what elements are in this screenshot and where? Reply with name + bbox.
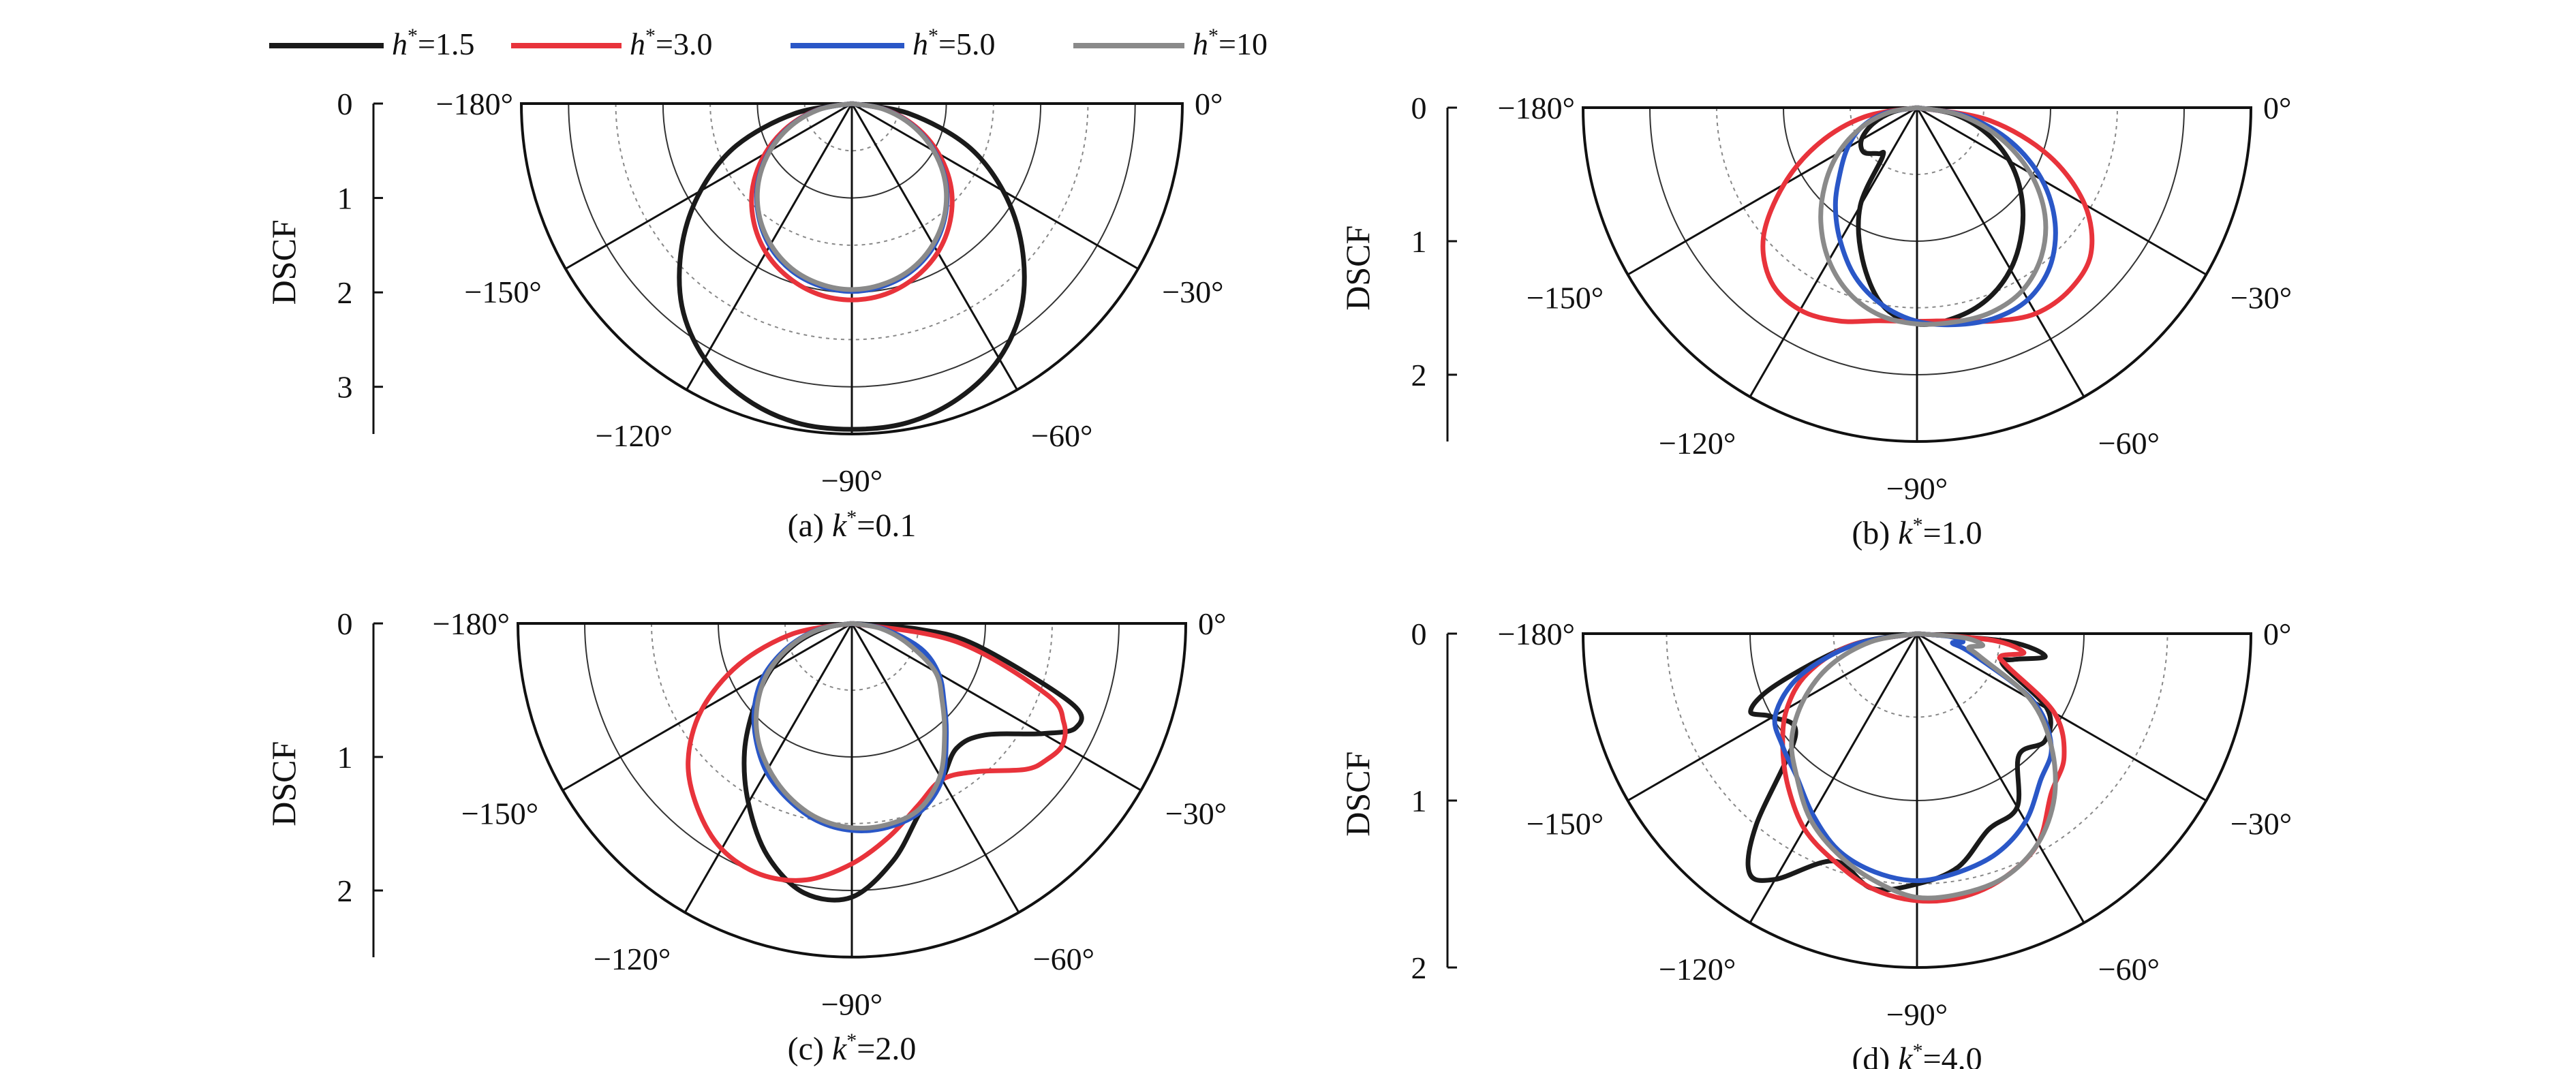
angle-tick-label: −150° <box>1527 281 1604 315</box>
y-tick-label: 1 <box>337 181 353 216</box>
angle-tick-label: −30° <box>1162 275 1223 309</box>
series-line <box>754 621 947 831</box>
legend-item: h*=10 <box>1073 25 1268 61</box>
series-line <box>741 621 1084 903</box>
y-tick-label: 0 <box>1411 617 1427 651</box>
radial-gridline <box>1916 107 2085 398</box>
polar-frame <box>1581 632 2253 969</box>
angle-tick-label: −180° <box>433 606 510 641</box>
angle-tick-label: 0° <box>2263 91 2291 125</box>
grid-ring <box>709 103 994 246</box>
radial-gridline <box>850 623 1020 914</box>
angle-tick-label: −60° <box>1031 418 1092 453</box>
legend-item: h*=3.0 <box>511 25 712 61</box>
y-tick-label: 2 <box>1411 950 1427 985</box>
y-axis-label: DSCF <box>1338 752 1377 837</box>
y-axis-label: DSCF <box>264 741 303 826</box>
radial-gridline <box>1916 106 2207 276</box>
series-line <box>749 101 955 303</box>
panel-caption: (c) k*=2.0 <box>788 1029 917 1067</box>
radial-gridline <box>1749 107 1918 398</box>
y-tick-label: 1 <box>337 740 353 775</box>
polar-frame <box>519 102 1184 435</box>
series-line <box>677 101 1027 432</box>
angle-tick-label: −90° <box>821 463 883 498</box>
angle-tick-label: −120° <box>594 942 671 976</box>
angle-tick-label: −90° <box>1886 471 1948 506</box>
legend-item: h*=5.0 <box>791 25 995 61</box>
series-line <box>1856 105 2026 327</box>
grid-ring <box>1833 633 2002 718</box>
angle-tick-label: −120° <box>1659 952 1736 987</box>
panel-d: −180° −150° −120° −90° −60° −30° 0° 0 1 2 DSCF (d) … <box>1338 617 2292 1069</box>
angle-tick-label: −30° <box>2230 807 2292 841</box>
panel-caption: (a) k*=0.1 <box>788 506 917 544</box>
y-tick-label: 1 <box>1411 784 1427 818</box>
angle-tick-label: −60° <box>2098 952 2160 987</box>
polar-frame <box>516 622 1188 959</box>
angle-tick-label: 0° <box>1198 606 1226 641</box>
angle-tick-label: −120° <box>1659 426 1736 461</box>
angle-tick-label: 0° <box>1195 87 1223 121</box>
polar-frame <box>1581 106 2253 443</box>
legend: h*=1.5 h*=3.0 h*=5.0 h*=10 <box>269 25 1268 61</box>
grid-ring <box>1716 107 2118 309</box>
angle-tick-label: −120° <box>596 418 673 453</box>
angle-tick-label: −180° <box>436 87 513 121</box>
panel-b: −180° −150° −120° −90° −60° −30° 0° 0 1 2 DSCF (b) … <box>1338 91 2292 551</box>
series-line <box>754 101 949 292</box>
angle-tick-label: −180° <box>1498 617 1575 651</box>
angle-tick-label: −180° <box>1498 91 1575 125</box>
y-tick-label: 3 <box>337 370 353 405</box>
series-line <box>1780 631 2067 904</box>
panel-caption: (b) k*=1.0 <box>1852 514 1982 551</box>
angle-tick-label: −150° <box>464 275 541 309</box>
angle-tick-label: −150° <box>1527 807 1604 841</box>
angle-tick-label: −150° <box>461 796 538 831</box>
radial-gridline <box>1749 633 1918 924</box>
series-line <box>686 621 1068 883</box>
grid-ring <box>1850 107 1984 175</box>
series-line <box>1789 631 2058 901</box>
angle-tick-label: −60° <box>1033 942 1094 976</box>
series-line <box>1818 105 2049 327</box>
angle-tick-label: 0° <box>2263 617 2291 651</box>
angle-tick-label: −30° <box>2230 281 2292 315</box>
y-tick-label: 1 <box>1411 224 1427 259</box>
grid-ring <box>651 623 1053 824</box>
radial-gridline <box>562 622 853 792</box>
radial-gridline <box>1916 632 2207 802</box>
y-tick-label: 2 <box>337 873 353 908</box>
y-tick-label: 2 <box>1411 358 1427 392</box>
y-tick-label: 2 <box>337 275 353 310</box>
angle-tick-label: −90° <box>1886 997 1948 1032</box>
legend-item: h*=1.5 <box>269 25 474 61</box>
grid-ring <box>784 623 919 691</box>
radial-gridline <box>1627 106 1918 276</box>
angle-tick-label: −90° <box>821 987 883 1021</box>
legend-label: h*=10 <box>1193 25 1268 61</box>
radial-gridline <box>851 622 1142 792</box>
angle-tick-label: −30° <box>1165 796 1227 831</box>
grid-ring <box>1666 633 2168 885</box>
legend-label: h*=3.0 <box>630 25 712 61</box>
legend-label: h*=5.0 <box>913 25 995 61</box>
radial-gridline <box>565 102 853 270</box>
legend-label: h*=1.5 <box>392 25 474 61</box>
panel-caption: (d) k*=4.0 <box>1852 1040 1982 1069</box>
radial-gridline <box>851 102 1139 270</box>
radial-gridline <box>1916 633 2085 924</box>
y-tick-label: 0 <box>337 606 353 641</box>
y-axis-label: DSCF <box>1338 226 1377 311</box>
y-axis-label: DSCF <box>264 219 303 305</box>
panel-a: −180° −150° −120° −90° −60° −30° 0° 0 1 2 3 DSCF (a)… <box>264 87 1224 544</box>
y-tick-label: 0 <box>337 87 353 121</box>
y-tick-label: 0 <box>1411 91 1427 125</box>
panel-c: −180° −150° −120° −90° −60° −30° 0° 0 1 2 DSCF (c) … <box>264 606 1227 1067</box>
angle-tick-label: −60° <box>2098 426 2160 461</box>
series-line <box>1772 631 2054 884</box>
